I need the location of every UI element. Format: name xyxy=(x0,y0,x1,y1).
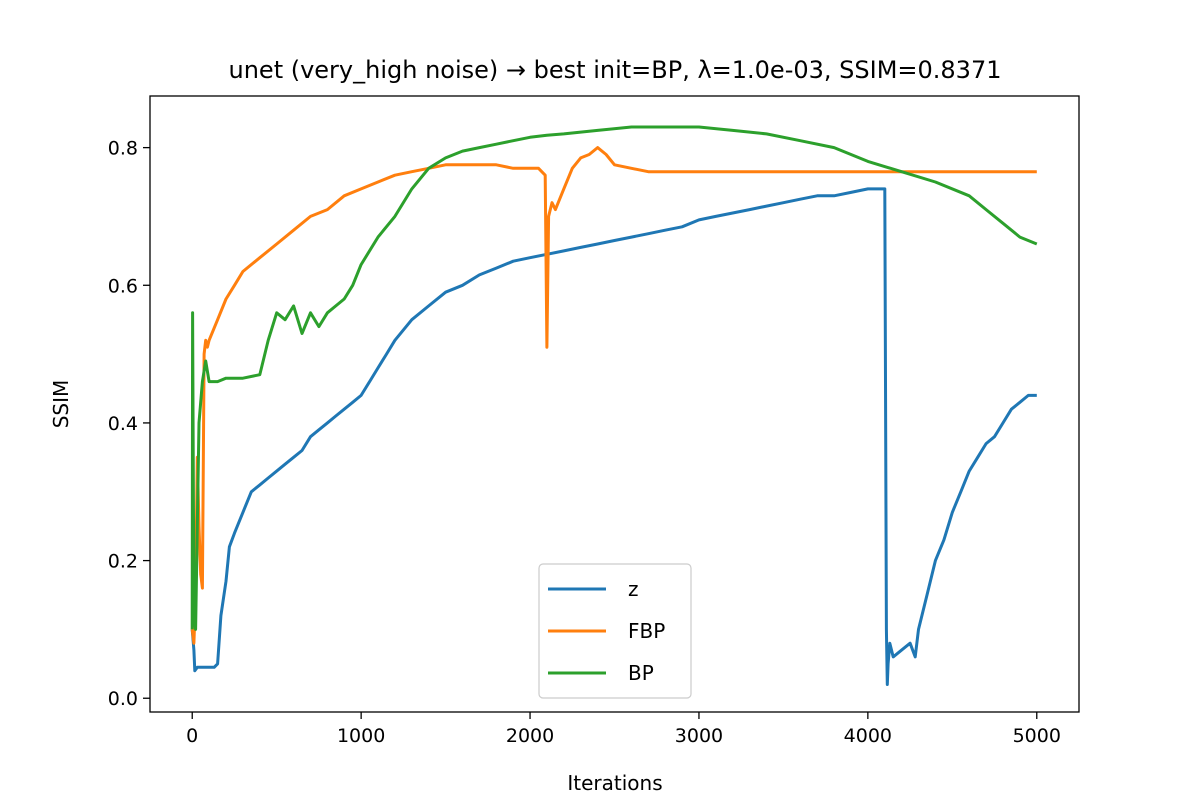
legend: z FBP BP xyxy=(538,563,692,699)
y-tick-label: 0.0 xyxy=(108,688,138,710)
y-tick-label: 0.4 xyxy=(108,413,138,435)
x-tick-label: 3000 xyxy=(675,725,723,747)
plot-frame xyxy=(149,95,1080,713)
legend-label: z xyxy=(628,577,639,601)
y-tick-label: 0.2 xyxy=(108,551,138,573)
x-tick-label: 0 xyxy=(186,725,198,747)
x-tick-label: 1000 xyxy=(337,725,385,747)
y-axis-label: SSIM xyxy=(49,380,73,429)
x-axis-label: Iterations xyxy=(567,771,662,795)
series-line-bp xyxy=(190,125,1038,631)
x-tick-label: 4000 xyxy=(844,725,892,747)
y-tick-label: 0.8 xyxy=(108,138,138,160)
y-tick-label: 0.6 xyxy=(108,275,138,297)
x-tick-label: 2000 xyxy=(506,725,554,747)
series-line-fbp xyxy=(190,146,1037,645)
chart-title: unet (very_high noise) → best init=BP, λ… xyxy=(229,56,1002,84)
x-axis: 0 1000 2000 3000 4000 5000 xyxy=(186,712,1061,747)
y-axis: 0.0 0.2 0.4 0.6 0.8 xyxy=(108,138,150,710)
x-tick-label: 5000 xyxy=(1013,725,1061,747)
legend-label: FBP xyxy=(628,619,665,643)
series-line-z xyxy=(190,187,1037,686)
legend-box xyxy=(538,563,692,699)
legend-label: BP xyxy=(628,661,654,685)
plot-lines xyxy=(190,125,1038,686)
